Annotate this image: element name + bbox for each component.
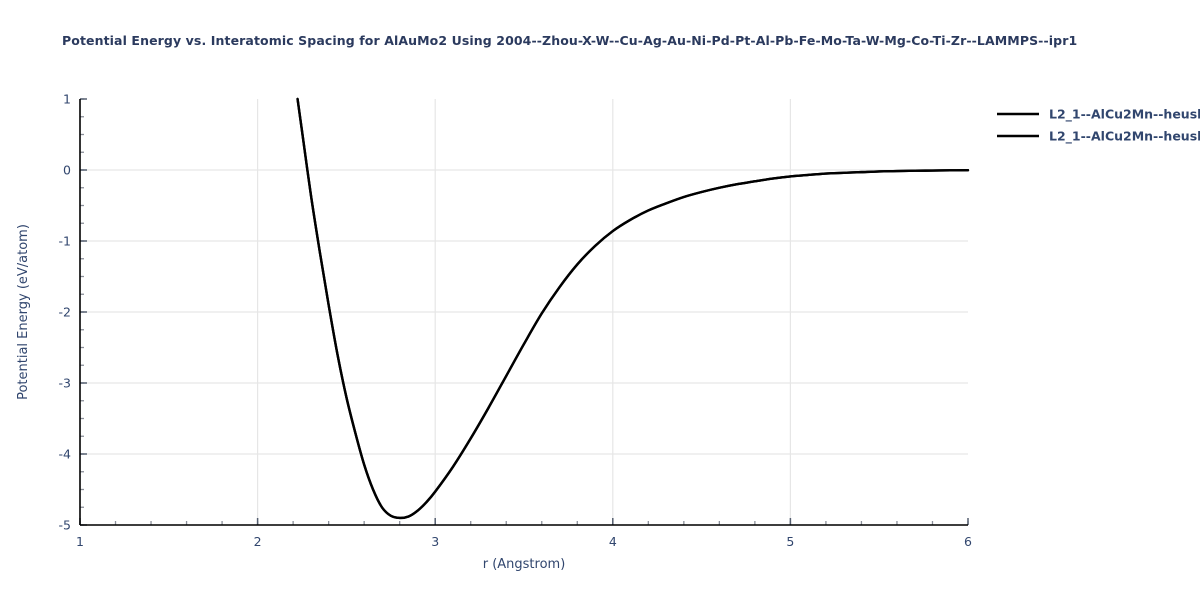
data-series-group	[296, 97, 970, 520]
legend: L2_1--AlCu2Mn--heusler L2_1--AlCu2Mn--heu…	[997, 107, 1200, 145]
y-axis-title: Potential Energy (eV/atom)	[16, 224, 31, 400]
x-tick-labels-group: 1 2 3 4 5 6	[76, 534, 972, 549]
y-tick-label: -3	[59, 376, 71, 391]
page-title: Potential Energy vs. Interatomic Spacing…	[62, 33, 1078, 48]
y-tick-labels-group: 1 0 -1 -2 -3 -4 -5	[59, 92, 72, 533]
y-tick-label: -4	[59, 447, 72, 462]
series-line-0	[296, 97, 970, 520]
x-axis-title: r (Angstrom)	[483, 557, 566, 572]
y-tick-label: 0	[63, 163, 71, 178]
x-tick-label: 1	[76, 534, 84, 549]
gridlines-group	[80, 99, 968, 526]
x-tick-label: 5	[786, 534, 794, 549]
x-tick-label: 3	[431, 534, 439, 549]
y-tick-label: -5	[59, 518, 71, 533]
x-tick-label: 6	[964, 534, 972, 549]
legend-label-0: L2_1--AlCu2Mn--heusler	[1049, 107, 1200, 123]
y-tick-label: -1	[59, 234, 71, 249]
y-tick-label: 1	[63, 92, 71, 107]
series-line-1	[296, 97, 970, 520]
x-tick-label: 2	[254, 534, 262, 549]
x-tick-label: 4	[609, 534, 617, 549]
y-tick-label: -2	[59, 305, 71, 320]
legend-label-1: L2_1--AlCu2Mn--heusler	[1049, 129, 1200, 145]
